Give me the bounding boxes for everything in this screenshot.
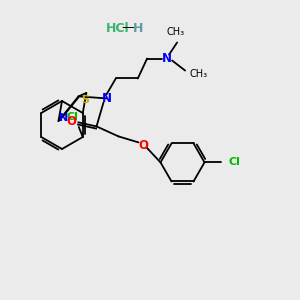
Text: CH₃: CH₃ [166,26,184,37]
Text: CH₃: CH₃ [189,68,207,79]
Text: N: N [101,92,112,105]
Text: HCl: HCl [106,22,130,34]
Text: —: — [122,22,134,34]
Text: O: O [67,115,76,128]
Text: S: S [81,95,89,105]
Text: Cl: Cl [229,158,240,167]
Text: H: H [133,22,143,34]
Text: N: N [59,113,68,123]
Text: O: O [139,139,148,152]
Text: Cl: Cl [67,112,79,122]
Text: N: N [162,52,172,65]
